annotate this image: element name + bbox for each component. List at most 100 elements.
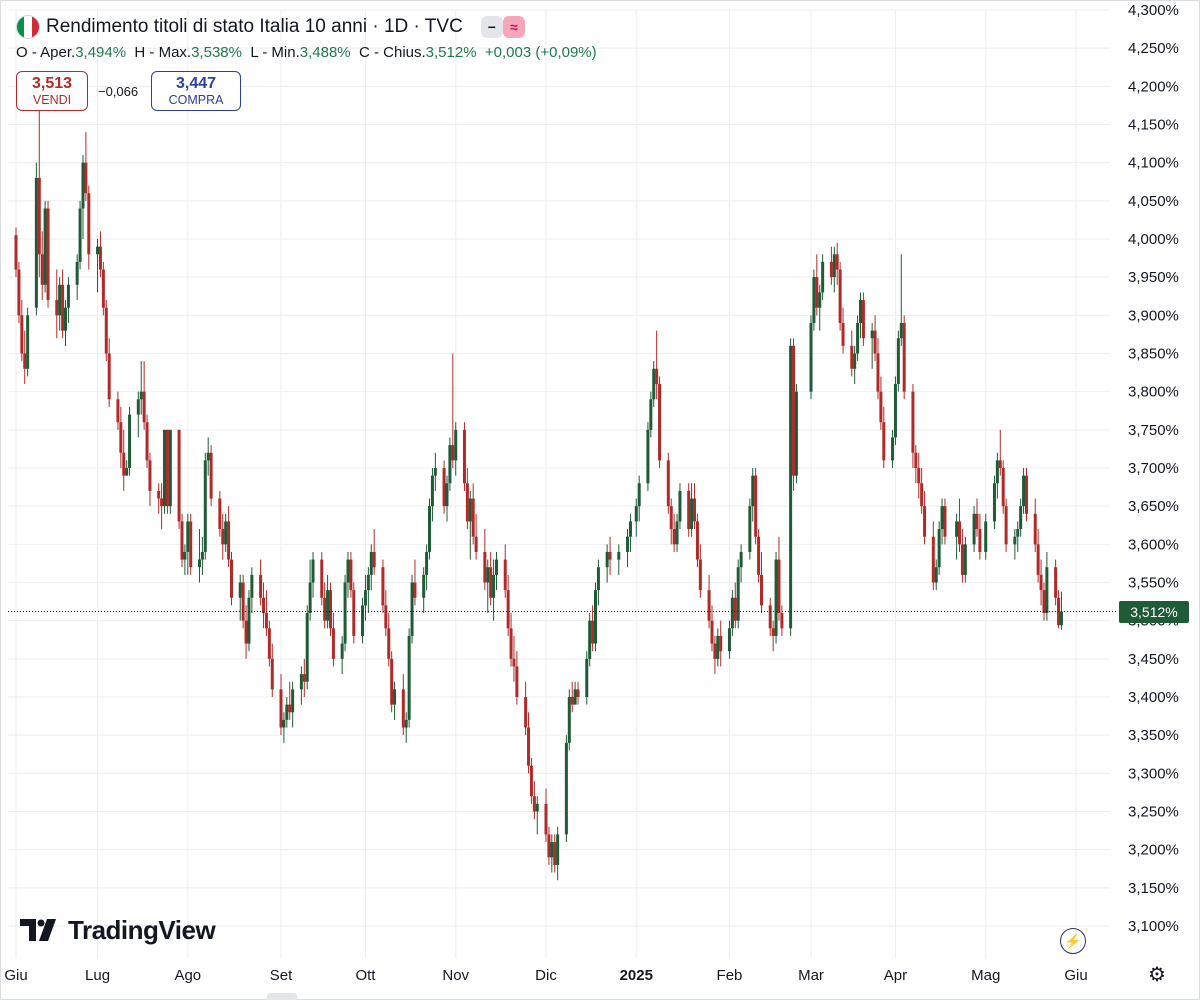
candle — [529, 758, 533, 804]
candle — [227, 506, 231, 568]
candle-body — [818, 292, 822, 308]
candle — [794, 384, 798, 484]
y-tick-label: 3,700% — [1128, 460, 1179, 477]
candle-body — [84, 162, 88, 194]
candle — [856, 315, 860, 362]
candle-body — [506, 590, 510, 629]
candle — [387, 613, 391, 667]
candle-body — [809, 322, 813, 392]
candle-body — [209, 452, 213, 499]
candle — [96, 239, 100, 293]
spread-value: −0,066 — [98, 84, 139, 99]
candle — [189, 513, 193, 575]
candle-body — [727, 628, 731, 652]
candle-body — [241, 582, 245, 621]
current-price-label: 3,512% — [1119, 600, 1189, 623]
approx-icon[interactable]: ≈ — [502, 16, 525, 38]
candle-body — [754, 475, 758, 537]
candle — [899, 254, 903, 346]
candle — [288, 681, 292, 720]
italy-flag-icon — [16, 15, 40, 39]
candle-body — [626, 536, 630, 552]
candle — [666, 452, 670, 514]
candle — [320, 551, 324, 606]
candle — [853, 345, 857, 385]
candle-body — [372, 551, 376, 568]
symbol-title[interactable]: Rendimento titoli di stato Italia 10 ann… — [46, 16, 463, 37]
candle-body — [366, 574, 370, 591]
candle-body — [876, 353, 880, 392]
candle-body — [197, 559, 201, 568]
settings-icon[interactable]: ⚙ — [1148, 963, 1166, 986]
x-tick-label: Giu — [4, 967, 27, 984]
candle-body — [730, 597, 734, 629]
candle-body — [748, 506, 752, 552]
candle — [588, 613, 592, 667]
tradingview-logo[interactable]: TradingView — [20, 913, 216, 947]
candle — [40, 231, 44, 301]
candle — [893, 376, 897, 446]
buy-button[interactable]: 3,447 COMPRA — [151, 71, 241, 111]
candle-body — [556, 834, 560, 865]
candle-body — [917, 468, 921, 484]
minus-icon[interactable]: − — [480, 16, 503, 38]
candle — [369, 544, 373, 591]
candle-body — [14, 235, 18, 270]
candle — [934, 559, 938, 591]
candle — [963, 536, 967, 583]
candle — [285, 697, 289, 728]
candle — [401, 674, 405, 736]
candle — [975, 498, 979, 537]
candle — [430, 468, 434, 522]
candle — [757, 529, 761, 583]
candle — [547, 826, 551, 865]
candle-body — [652, 368, 656, 400]
candle — [835, 242, 839, 285]
compare-toggle[interactable]: − ≈ — [480, 16, 525, 38]
candle — [695, 513, 699, 568]
candle — [1036, 529, 1040, 583]
candle — [652, 361, 656, 407]
candle-body — [349, 559, 353, 591]
candle — [247, 590, 251, 652]
time-scroll-handle[interactable] — [267, 993, 297, 1000]
candle-body — [180, 521, 184, 560]
candle-body — [937, 529, 941, 568]
candle — [404, 712, 408, 743]
candle — [570, 681, 574, 713]
candle — [1033, 498, 1037, 552]
price-axis[interactable]: 4,300% 4,250% 4,200% 4,150% 4,100% 4,050% 4,00… — [1128, 2, 1179, 935]
candle-body — [445, 483, 449, 507]
candle-body — [145, 422, 149, 461]
candle — [363, 574, 367, 621]
candle-body — [856, 322, 860, 354]
candle-body — [238, 582, 242, 598]
candle — [774, 551, 778, 644]
y-tick-label: 3,850% — [1128, 346, 1179, 363]
candle — [270, 643, 274, 697]
candle — [433, 452, 437, 491]
lightning-icon[interactable]: ⚡ — [1060, 928, 1086, 954]
sell-button[interactable]: 3,513 VENDI — [16, 71, 88, 111]
candle — [241, 574, 245, 629]
candle-body — [34, 177, 38, 308]
x-tick-label: Ago — [174, 967, 201, 984]
candle — [998, 429, 1002, 476]
candle — [669, 498, 673, 545]
candle-body — [489, 567, 493, 598]
candle — [323, 582, 327, 629]
candle — [628, 513, 632, 552]
time-axis[interactable]: Giu Lug Ago Set Ott Nov Dic 2025 Feb Mar Apr Mag Giu — [4, 967, 1087, 984]
candle — [1022, 468, 1026, 514]
candle-body — [20, 315, 24, 354]
change-value: +0,003 (+0,09%) — [484, 44, 597, 61]
candle-body — [899, 322, 903, 339]
y-tick-label: 3,600% — [1128, 536, 1179, 553]
candle — [23, 330, 27, 385]
flag-stripe-white — [24, 16, 32, 38]
candle-body — [570, 697, 574, 705]
close-label: C - Chius. — [358, 44, 426, 61]
candle-body — [774, 559, 778, 636]
candle-body — [343, 582, 347, 644]
